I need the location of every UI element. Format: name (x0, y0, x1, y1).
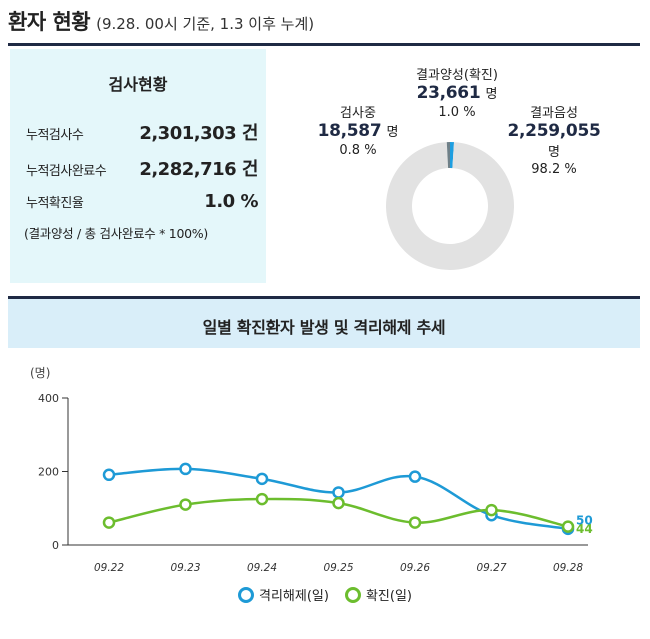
legend-label: 확진(일) (365, 589, 412, 604)
stat-label: 누적검사수 (26, 128, 84, 143)
donut-slice-testing (446, 142, 450, 169)
negative-name: 결과음성 (530, 106, 578, 121)
testing-number: 18,587 (317, 121, 382, 141)
testing-percent: 0.8 % (339, 143, 377, 158)
x-tick-label: 09.23 (170, 562, 200, 574)
release-series-point[interactable] (408, 470, 422, 483)
y-tick-label: 400 (38, 392, 59, 405)
donut-label-positive: 결과양성(확진) 23,661 명 1.0 % (402, 64, 512, 120)
test-status-title: 검사현황 (108, 75, 168, 94)
stat-value: 2,301,303 건 (139, 123, 258, 144)
trend-chart-panel: 일별 확진환자 발생 및 격리해제 추세 (명) 0 200 400 09.22 09.2… (8, 296, 640, 639)
positive-unit: 명 (485, 87, 498, 102)
positive-rate-formula: (결과양성 / 총 검사완료수 * 100%) (24, 226, 208, 241)
test-status-panel: 검사현황 누적검사수 2,301,303 건 누적검사완료수 2,282,716… (8, 49, 640, 283)
stat-row-completed-tests: 누적검사완료수 2,282,716 건 (26, 155, 258, 181)
release-series-point[interactable] (255, 472, 269, 486)
header-divider (8, 43, 640, 46)
confirmed-series-point[interactable] (102, 516, 116, 529)
test-status-box: 검사현황 누적검사수 2,301,303 건 누적검사완료수 2,282,716… (10, 49, 266, 283)
negative-unit: 명 (548, 145, 560, 160)
x-tick-label: 09.26 (400, 562, 430, 574)
positive-name: 결과양성(확진) (416, 68, 498, 83)
y-axis-label: (명) (30, 366, 50, 380)
stat-label: 누적검사완료수 (26, 164, 107, 179)
trend-chart-header: 일별 확진환자 발생 및 격리해제 추세 (8, 296, 640, 348)
release-series-point[interactable] (332, 486, 345, 499)
donut-slice-positive (450, 142, 455, 169)
x-tick-label: 09.27 (476, 562, 506, 574)
legend-item-release[interactable]: 격리해제(일) (238, 585, 329, 604)
page-title: 환자 현황 (8, 10, 91, 34)
y-tick-label: 200 (38, 466, 59, 479)
release-series-point[interactable] (179, 462, 192, 476)
chart-legend: 격리해제(일) 확진(일) (0, 585, 650, 604)
x-tick-label: 09.28 (553, 562, 583, 574)
confirmed-series-point[interactable] (408, 516, 422, 529)
legend-marker-icon (238, 586, 254, 603)
x-tick-label: 09.24 (247, 562, 277, 574)
trend-line-chart: (명) 0 200 400 09.22 09.23 09.24 09.25 09.26 09.27… (30, 366, 593, 574)
stat-label: 누적확진율 (26, 196, 84, 211)
negative-percent: 98.2 % (531, 162, 577, 177)
end-value-label-confirmed: 50 (576, 514, 593, 528)
legend-label: 격리해제(일) (259, 589, 329, 604)
stat-value: 2,282,716 건 (139, 159, 258, 180)
positive-number: 23,661 (416, 83, 481, 103)
test-result-donut-chart (385, 142, 514, 270)
testing-unit: 명 (386, 125, 399, 140)
page-header: 환자 현황 (9.28. 00시 기준, 1.3 이후 누계) (8, 6, 314, 38)
testing-name: 검사중 (340, 106, 376, 121)
donut-slice-negative (385, 142, 514, 270)
page-subtitle: (9.28. 00시 기준, 1.3 이후 누계) (96, 15, 315, 33)
stat-row-positive-rate: 누적확진율 1.0 % (26, 191, 258, 212)
confirmed-series-point[interactable] (485, 503, 498, 517)
confirmed-series-point[interactable] (561, 520, 575, 533)
trend-chart-title: 일별 확진환자 발생 및 격리해제 추세 (202, 318, 446, 337)
release-series-point[interactable] (102, 468, 116, 482)
legend-marker-icon (344, 586, 361, 603)
donut-label-negative: 결과음성 2,259,055 명 98.2 % (494, 102, 614, 177)
negative-number: 2,259,055 (507, 121, 601, 141)
legend-item-confirmed[interactable]: 확진(일) (344, 585, 412, 604)
donut-label-testing: 검사중 18,587 명 0.8 % (308, 102, 408, 158)
confirmed-series-point[interactable] (255, 492, 269, 506)
x-tick-label: 09.25 (323, 562, 353, 574)
x-tick-label: 09.22 (94, 562, 124, 574)
end-value-label-release: 44 (576, 522, 593, 536)
stat-row-total-tests: 누적검사수 2,301,303 건 (26, 119, 258, 145)
stat-value: 1.0 % (204, 191, 258, 212)
confirmed-series-point[interactable] (179, 498, 192, 511)
y-tick-label: 0 (52, 539, 59, 552)
confirmed-series-point[interactable] (332, 496, 345, 510)
positive-percent: 1.0 % (438, 105, 476, 120)
